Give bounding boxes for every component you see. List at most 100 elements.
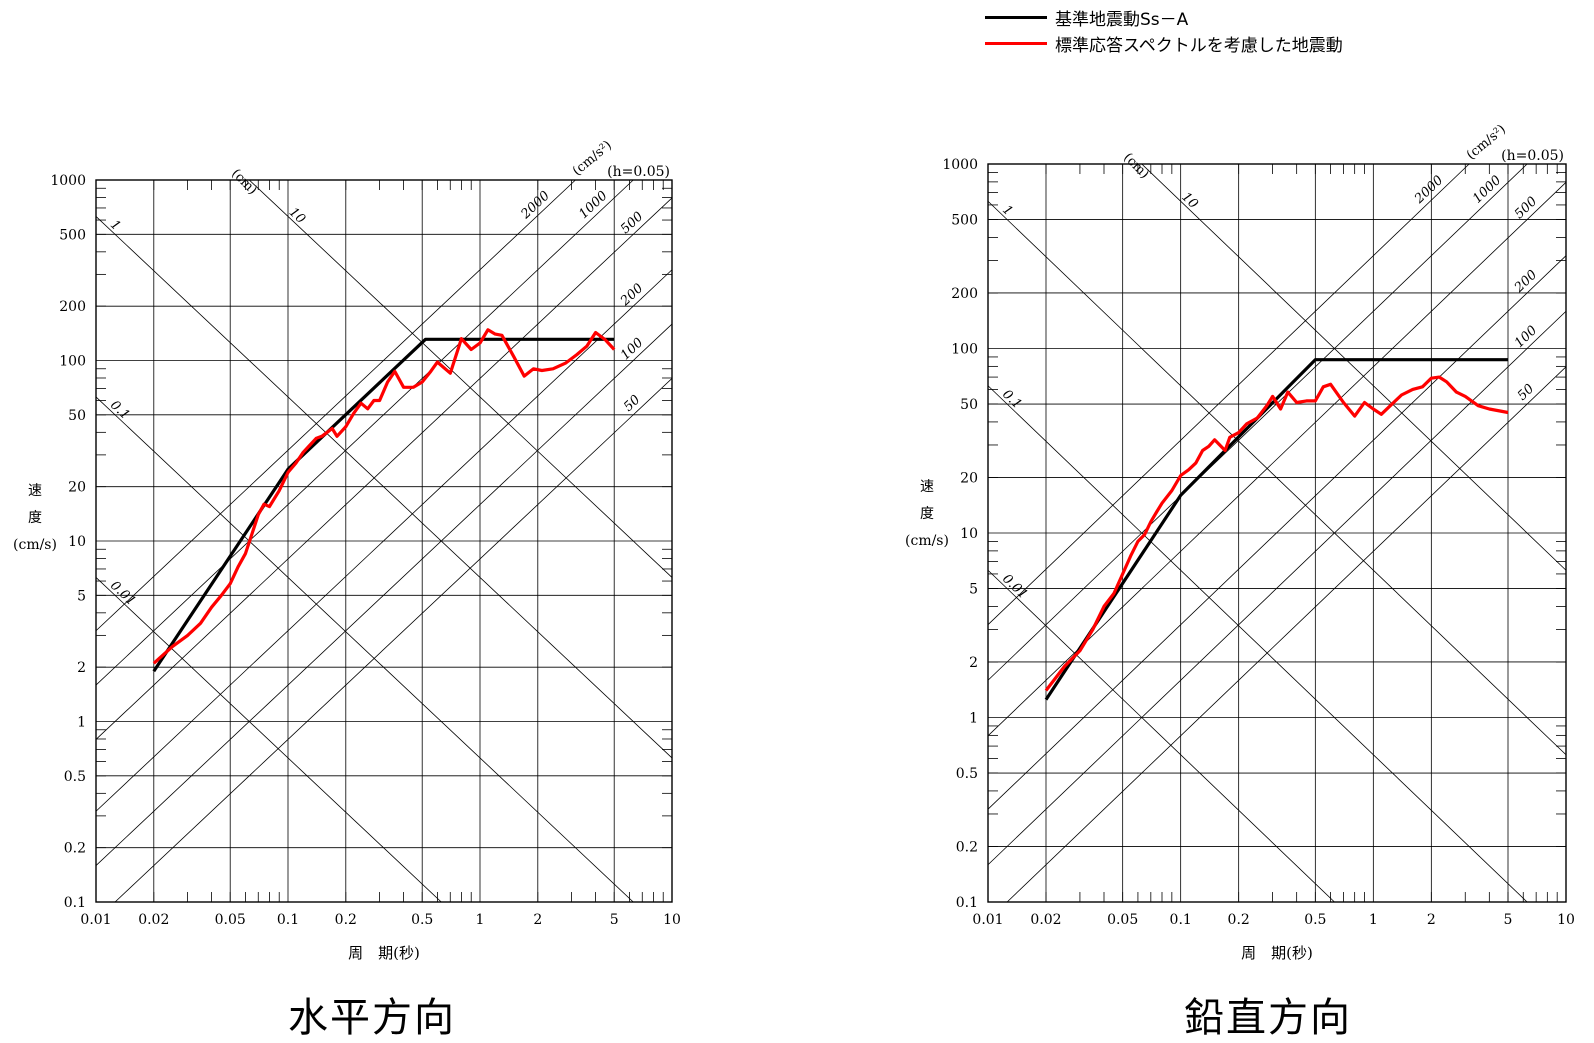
displacement-unit-label: (cm) xyxy=(228,166,260,198)
displacement-line-label: 0.01 xyxy=(107,578,138,609)
x-tick-label: 0.05 xyxy=(215,912,246,928)
acceleration-line-label: 50 xyxy=(621,392,643,414)
chart-vertical: 0.01 0.02 0.05 0.1 0.2 0.5 1 2 5 100.10.20.512510… xyxy=(942,122,1575,960)
x-tick-label: 0.2 xyxy=(1228,912,1250,928)
acceleration-line-label: 200 xyxy=(1511,268,1540,297)
y-tick-label: 0.1 xyxy=(64,895,86,911)
chart-horizontal: 0.01 0.02 0.05 0.1 0.2 0.5 1 2 5 100.10.20.512510… xyxy=(50,138,681,960)
acceleration-line xyxy=(987,255,1567,810)
series-line-standard-spectrum xyxy=(1044,375,1509,692)
y-axis-label-char: 速 xyxy=(920,479,934,495)
y-tick-label: 10 xyxy=(68,534,86,550)
acceleration-line xyxy=(987,163,1470,626)
chart-title-horizontal: 水平方向 xyxy=(288,995,456,1041)
series-line-ss-a xyxy=(1044,358,1508,701)
x-tick-label: 5 xyxy=(1504,912,1513,928)
series-line-ss-a xyxy=(152,337,615,673)
legend: 基準地震動Ss－A 標準応答スペクトルを考慮した地震動 xyxy=(985,4,1343,56)
y-axis-label-char: 度 xyxy=(920,506,934,522)
chart-title-vertical: 鉛直方向 xyxy=(1184,995,1352,1041)
acceleration-line xyxy=(987,163,1528,681)
y-tick-label: 50 xyxy=(960,397,978,413)
x-tick-label: 0.05 xyxy=(1107,912,1138,928)
displacement-line xyxy=(987,569,1335,903)
x-tick-label: 1 xyxy=(476,912,485,928)
x-tick-label: 0.5 xyxy=(1304,912,1326,928)
displacement-line-label: 0.01 xyxy=(999,572,1030,603)
x-tick-label: 2 xyxy=(1427,912,1436,928)
acceleration-line-label: 50 xyxy=(1515,381,1537,403)
acceleration-line-label: 1000 xyxy=(1470,173,1504,207)
y-tick-label: 0.5 xyxy=(956,766,978,782)
series-line-standard-spectrum xyxy=(152,328,616,665)
displacement-line xyxy=(95,577,442,903)
x-tick-label: 0.2 xyxy=(335,912,357,928)
legend-swatch-black xyxy=(985,15,1047,19)
acceleration-line xyxy=(987,310,1567,866)
y-tick-label: 0.2 xyxy=(956,839,978,855)
y-tick-label: 200 xyxy=(951,286,978,302)
acceleration-line xyxy=(1006,366,1567,903)
y-tick-label: 100 xyxy=(951,342,978,358)
acceleration-line-label: 100 xyxy=(1512,323,1540,351)
y-tick-label: 0.1 xyxy=(956,895,978,911)
x-axis-label: 周 期(秒) xyxy=(1241,944,1313,960)
x-tick-label: 0.5 xyxy=(411,912,433,928)
displacement-line-label: 10 xyxy=(286,205,308,227)
displacement-unit-label: (cm) xyxy=(1120,150,1152,182)
x-tick-label: 0.01 xyxy=(972,912,1003,928)
x-tick-label: 2 xyxy=(533,912,542,928)
y-tick-label: 0.5 xyxy=(64,769,86,785)
y-tick-label: 1000 xyxy=(50,173,86,189)
y-tick-label: 50 xyxy=(68,408,86,424)
y-axis-label-char: (cm/s) xyxy=(905,533,949,549)
x-tick-label: 5 xyxy=(610,912,619,928)
displacement-line xyxy=(987,385,1528,903)
x-tick-label: 0.02 xyxy=(138,912,169,928)
x-tick-label: 0.02 xyxy=(1030,912,1061,928)
y-axis-label-char: (cm/s) xyxy=(13,537,57,553)
legend-swatch-red xyxy=(985,41,1047,45)
y-tick-label: 10 xyxy=(960,526,978,542)
acceleration-line-label: 500 xyxy=(1512,194,1540,222)
displacement-line-label: 1 xyxy=(999,203,1015,220)
displacement-line xyxy=(987,200,1567,756)
acceleration-line-label: 500 xyxy=(618,209,646,237)
x-tick-label: 0.1 xyxy=(1170,912,1192,928)
y-tick-label: 2 xyxy=(969,655,978,671)
acceleration-line xyxy=(95,179,576,632)
displacement-line xyxy=(1141,163,1567,571)
x-tick-label: 10 xyxy=(663,912,681,928)
acceleration-line xyxy=(95,269,673,812)
displacement-line xyxy=(248,179,673,578)
y-tick-label: 1000 xyxy=(942,157,978,173)
damping-label: (h=0.05) xyxy=(1501,148,1564,164)
acceleration-line xyxy=(95,197,673,740)
y-tick-label: 200 xyxy=(59,299,86,315)
y-tick-label: 1 xyxy=(77,715,86,731)
x-tick-label: 0.1 xyxy=(277,912,299,928)
y-axis-label-left: 速 度 (cm/s) xyxy=(5,478,65,559)
y-tick-label: 500 xyxy=(951,213,978,229)
x-tick-label: 10 xyxy=(1557,912,1575,928)
x-tick-label: 1 xyxy=(1369,912,1378,928)
legend-label: 標準応答スペクトルを考慮した地震動 xyxy=(1055,35,1343,56)
acceleration-line-label: 200 xyxy=(617,281,646,310)
y-tick-label: 0.2 xyxy=(64,841,86,857)
legend-item-ss-a: 基準地震動Ss－A xyxy=(985,4,1343,30)
displacement-line-label: 10 xyxy=(1178,190,1200,212)
plot-frame xyxy=(95,179,673,903)
y-axis-label-char: 度 xyxy=(28,510,42,526)
acceleration-line xyxy=(95,323,673,866)
legend-label: 基準地震動Ss－A xyxy=(1055,9,1189,30)
y-tick-label: 500 xyxy=(59,227,86,243)
y-tick-label: 20 xyxy=(960,470,978,486)
damping-label: (h=0.05) xyxy=(607,164,670,180)
y-tick-label: 5 xyxy=(77,588,86,604)
y-axis-label-char: 速 xyxy=(28,483,42,499)
displacement-line-label: 0.1 xyxy=(107,398,132,423)
plot-frame xyxy=(987,163,1567,903)
acceleration-line xyxy=(95,179,634,686)
y-tick-label: 1 xyxy=(969,711,978,727)
x-axis-label: 周 期(秒) xyxy=(348,944,420,960)
